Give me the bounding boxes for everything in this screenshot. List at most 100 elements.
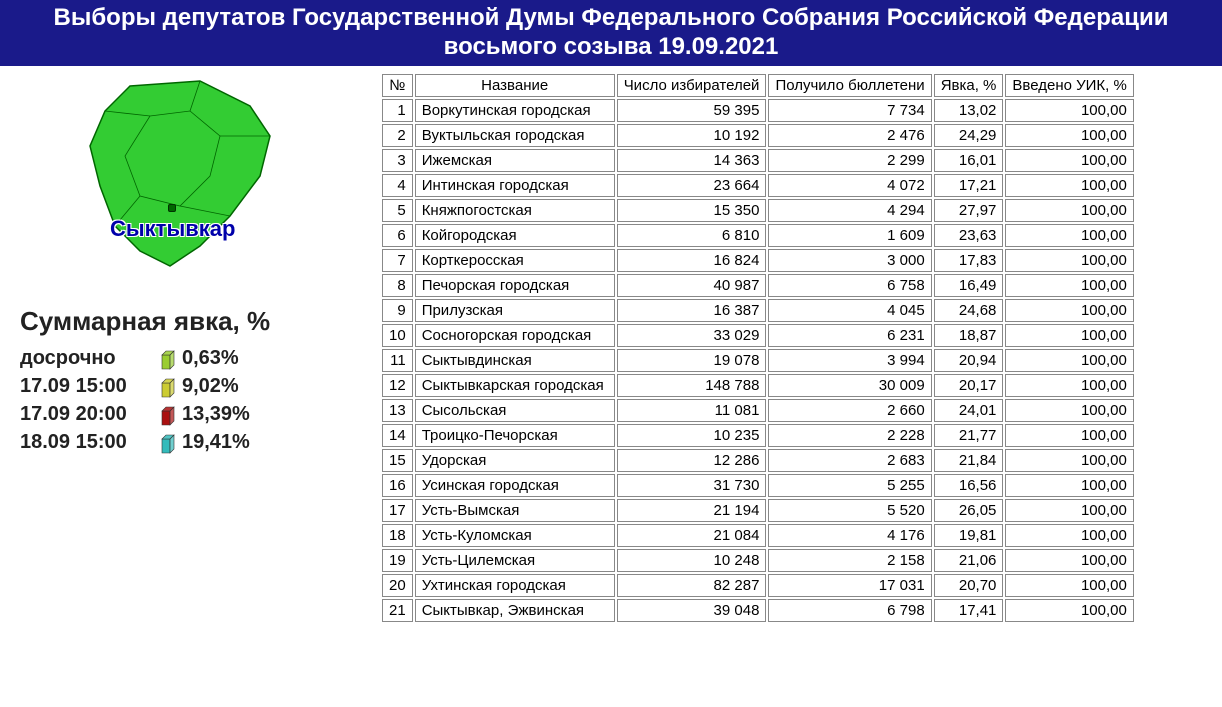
- turnout-row: 17.09 15:00 9,02%: [20, 375, 350, 399]
- table-cell: 59 395: [617, 99, 767, 122]
- table-cell: Койгородская: [415, 224, 615, 247]
- table-cell: Удорская: [415, 449, 615, 472]
- table-cell: 10 192: [617, 124, 767, 147]
- table-cell: 3 994: [768, 349, 931, 372]
- turnout-row-value: 13,39%: [182, 403, 250, 426]
- table-cell: 20,17: [934, 374, 1004, 397]
- table-cell: 16,01: [934, 149, 1004, 172]
- table-cell: 20,70: [934, 574, 1004, 597]
- table-row: 7Корткеросская16 8243 00017,83100,00: [382, 249, 1134, 272]
- col-header-uik: Введено УИК, %: [1005, 74, 1133, 97]
- table-cell: 100,00: [1005, 574, 1133, 597]
- table-cell: 2 660: [768, 399, 931, 422]
- table-cell: 100,00: [1005, 499, 1133, 522]
- table-cell: 17,21: [934, 174, 1004, 197]
- table-cell: 23,63: [934, 224, 1004, 247]
- table-cell: 10 248: [617, 549, 767, 572]
- table-cell: 10: [382, 324, 413, 347]
- table-cell: 4: [382, 174, 413, 197]
- left-panel: Сыктывкар Суммарная явка, % досрочно0,63…: [0, 66, 370, 469]
- table-cell: 27,97: [934, 199, 1004, 222]
- turnout-legend: досрочно0,63%17.09 15:009,02%17.09 20:00…: [20, 347, 350, 455]
- table-cell: 17 031: [768, 574, 931, 597]
- table-cell: 13: [382, 399, 413, 422]
- table-cell: 100,00: [1005, 424, 1133, 447]
- table-cell: 17: [382, 499, 413, 522]
- table-cell: 21: [382, 599, 413, 622]
- bar-cube-icon: [160, 431, 178, 455]
- table-row: 6Койгородская6 8101 60923,63100,00: [382, 224, 1134, 247]
- table-cell: 16,56: [934, 474, 1004, 497]
- table-cell: 16,49: [934, 274, 1004, 297]
- table-cell: Княжпогостская: [415, 199, 615, 222]
- bar-cube-icon: [160, 403, 178, 427]
- results-table: № Название Число избирателей Получило бю…: [380, 72, 1136, 624]
- table-cell: 5 255: [768, 474, 931, 497]
- region-map: Сыктывкар: [20, 76, 350, 276]
- table-cell: Интинская городская: [415, 174, 615, 197]
- table-cell: 18,87: [934, 324, 1004, 347]
- table-row: 20Ухтинская городская82 28717 03120,7010…: [382, 574, 1134, 597]
- table-cell: Ижемская: [415, 149, 615, 172]
- table-row: 21Сыктывкар, Эжвинская39 0486 79817,4110…: [382, 599, 1134, 622]
- table-cell: 21 194: [617, 499, 767, 522]
- table-cell: 5 520: [768, 499, 931, 522]
- table-cell: Сыктывкарская городская: [415, 374, 615, 397]
- table-cell: 3: [382, 149, 413, 172]
- table-row: 9Прилузская16 3874 04524,68100,00: [382, 299, 1134, 322]
- table-cell: 18: [382, 524, 413, 547]
- table-row: 4Интинская городская23 6644 07217,21100,…: [382, 174, 1134, 197]
- table-cell: Сосногорская городская: [415, 324, 615, 347]
- table-cell: 6 231: [768, 324, 931, 347]
- table-cell: 21,77: [934, 424, 1004, 447]
- table-cell: 100,00: [1005, 199, 1133, 222]
- table-cell: 82 287: [617, 574, 767, 597]
- table-cell: Усть-Вымская: [415, 499, 615, 522]
- city-marker: [168, 204, 176, 212]
- table-cell: 100,00: [1005, 299, 1133, 322]
- table-cell: 1: [382, 99, 413, 122]
- table-row: 17Усть-Вымская21 1945 52026,05100,00: [382, 499, 1134, 522]
- table-cell: 7 734: [768, 99, 931, 122]
- turnout-row-label: 17.09 15:00: [20, 375, 160, 398]
- table-cell: 33 029: [617, 324, 767, 347]
- table-cell: 2: [382, 124, 413, 147]
- table-cell: 39 048: [617, 599, 767, 622]
- bar-cube-icon: [160, 347, 178, 371]
- page-title: Выборы депутатов Государственной Думы Фе…: [0, 0, 1222, 66]
- table-cell: 21 084: [617, 524, 767, 547]
- table-cell: 12: [382, 374, 413, 397]
- table-cell: Троицко-Печорская: [415, 424, 615, 447]
- table-row: 3Ижемская14 3632 29916,01100,00: [382, 149, 1134, 172]
- table-cell: 1 609: [768, 224, 931, 247]
- table-cell: 4 176: [768, 524, 931, 547]
- table-cell: 2 158: [768, 549, 931, 572]
- table-cell: Печорская городская: [415, 274, 615, 297]
- table-row: 2Вуктыльская городская10 1922 47624,2910…: [382, 124, 1134, 147]
- turnout-row-value: 9,02%: [182, 375, 239, 398]
- turnout-row: досрочно0,63%: [20, 347, 350, 371]
- table-cell: 15 350: [617, 199, 767, 222]
- table-cell: 100,00: [1005, 599, 1133, 622]
- table-cell: Прилузская: [415, 299, 615, 322]
- table-cell: 100,00: [1005, 149, 1133, 172]
- table-cell: 24,68: [934, 299, 1004, 322]
- table-cell: 100,00: [1005, 324, 1133, 347]
- table-row: 19Усть-Цилемская10 2482 15821,06100,00: [382, 549, 1134, 572]
- table-cell: Корткеросская: [415, 249, 615, 272]
- table-row: 5Княжпогостская15 3504 29427,97100,00: [382, 199, 1134, 222]
- table-row: 10Сосногорская городская33 0296 23118,87…: [382, 324, 1134, 347]
- table-cell: 13,02: [934, 99, 1004, 122]
- table-cell: 100,00: [1005, 274, 1133, 297]
- table-cell: 24,01: [934, 399, 1004, 422]
- table-cell: 20,94: [934, 349, 1004, 372]
- table-cell: 7: [382, 249, 413, 272]
- table-cell: 100,00: [1005, 224, 1133, 247]
- table-cell: 2 228: [768, 424, 931, 447]
- table-cell: 100,00: [1005, 249, 1133, 272]
- table-cell: 11 081: [617, 399, 767, 422]
- table-cell: 19: [382, 549, 413, 572]
- table-row: 11Сыктывдинская19 0783 99420,94100,00: [382, 349, 1134, 372]
- table-cell: 20: [382, 574, 413, 597]
- table-cell: 6 810: [617, 224, 767, 247]
